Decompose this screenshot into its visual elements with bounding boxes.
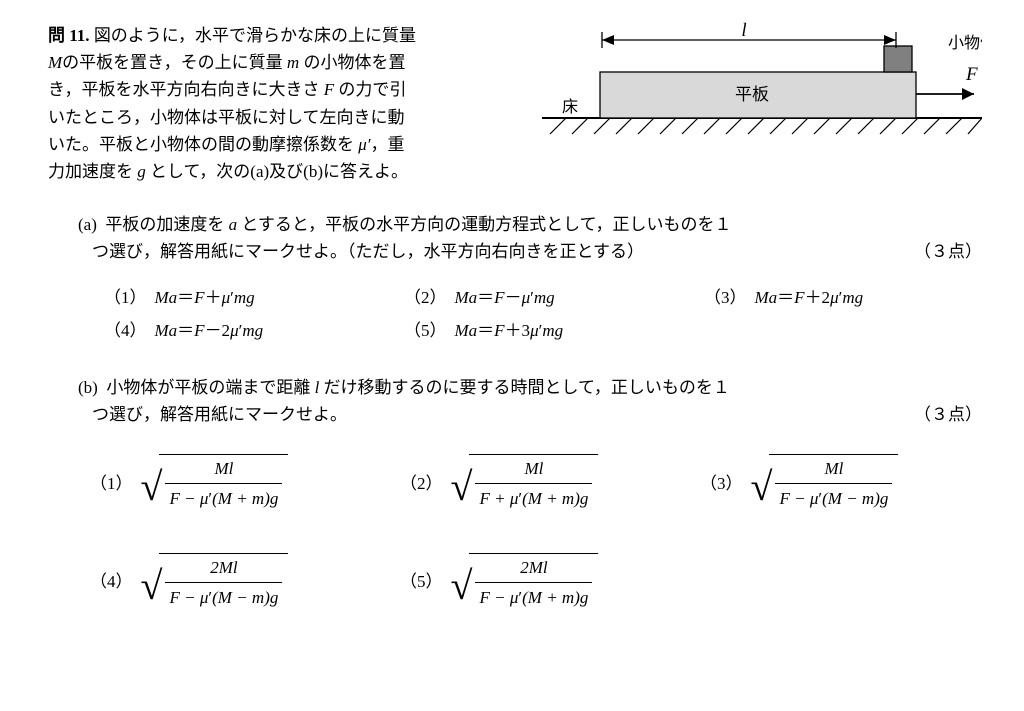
choice-b-1-eq: √ Ml F − μ′(M + m)g [141,454,289,512]
problem-statement: 問 11. 図のように，水平で滑らかな床の上に質量 Mの平板を置き，その上に質量… [48,22,532,185]
choice-b-5-eq: √ 2Ml F − μ′(M + m)g [451,553,599,611]
choice-b-5: （5） √ 2Ml F − μ′(M + m)g [400,553,700,611]
choice-a-4-num: （4） [104,317,147,344]
figure: l 小物体 F 平板 床 [542,22,982,150]
choice-b-4-eq: √ 2Ml F − μ′(M − m)g [141,553,289,611]
choice-b-2-num: （2） [400,470,443,497]
part-b-choices: （1） √ Ml F − μ′(M + m)g （2） √ Ml F + μ′(… [48,454,982,611]
choice-b-4-num: （4） [90,568,133,595]
choice-b-3: （3） √ Ml F − μ′(M − m)g [700,454,970,512]
problem-line-4: いた。平板と小物体の間の動摩擦係数を μ′，重 [48,135,405,154]
choice-a-3-eq: Ma＝F＋2μ′mg [755,284,864,311]
choice-a-4-eq: Ma＝F－2μ′mg [155,317,264,344]
choice-b-3-den: F − μ′(M − m)g [775,483,892,512]
part-a: (a) 平板の加速度を a とすると，平板の水平方向の運動方程式として，正しいも… [48,211,982,265]
choice-a-2: （2） Ma＝F－μ′mg [404,284,704,311]
figure-label-floor: 床 [562,98,578,116]
choice-b-5-den: F − μ′(M + m)g [475,582,592,611]
problem-line-1: Mの平板を置き，その上に質量 m の小物体を置 [48,53,405,72]
choice-b-1-den: F − μ′(M + m)g [165,483,282,512]
choice-b-2-eq: √ Ml F + μ′(M + m)g [451,454,599,512]
part-a-label: (a) [78,215,97,234]
choice-a-4: （4） Ma＝F－2μ′mg [104,317,404,344]
choice-b-2: （2） √ Ml F + μ′(M + m)g [400,454,700,512]
diagram-svg: l 小物体 F 平板 床 [542,22,982,142]
part-b-text-2: つ選び，解答用紙にマークせよ。 [78,405,347,424]
choice-b-2-den: F + μ′(M + m)g [475,483,592,512]
choice-b-1-numv: Ml [210,455,237,483]
choice-a-5-eq: Ma＝F＋3μ′mg [455,317,564,344]
choice-a-1-eq: Ma＝F＋μ′mg [155,284,255,311]
choice-a-2-eq: Ma＝F－μ′mg [455,284,555,311]
figure-label-force: F [965,64,978,85]
choice-b-4-numv: 2Ml [206,554,241,582]
problem-line-2: き，平板を水平方向右向きに大きさ F の力で引 [48,80,406,99]
figure-label-l: l [741,22,746,41]
page: 問 11. 図のように，水平で滑らかな床の上に質量 Mの平板を置き，その上に質量… [0,0,1024,711]
choice-b-4-den: F − μ′(M − m)g [165,582,282,611]
problem-line-3: いたところ，小物体は平板に対して左向きに動 [48,108,405,127]
choice-b-3-eq: √ Ml F − μ′(M − m)g [751,454,899,512]
figure-label-plate: 平板 [735,85,769,104]
problem-line-0: 図のように，水平で滑らかな床の上に質量 [94,26,416,45]
problem-header-row: 問 11. 図のように，水平で滑らかな床の上に質量 Mの平板を置き，その上に質量… [48,22,982,185]
choice-a-1-num: （1） [104,284,147,311]
part-a-text-2: つ選び，解答用紙にマークせよ。（ただし，水平方向右向きを正とする） [78,242,644,261]
part-a-points: （３点） [914,238,982,265]
choice-b-2-numv: Ml [520,455,547,483]
choice-b-3-num: （3） [700,470,743,497]
choice-a-3-num: （3） [704,284,747,311]
part-b-text-1: 小物体が平板の端まで距離 l だけ移動するのに要する時間として，正しいものを１ [102,378,730,397]
part-b-points: （３点） [914,401,982,428]
problem-label: 問 11. [48,26,90,45]
figure-label-small-body: 小物体 [948,34,982,52]
choice-b-5-num: （5） [400,568,443,595]
problem-line-5: 力加速度を g として，次の(a)及び(b)に答えよ。 [48,162,408,181]
part-b-label: (b) [78,378,98,397]
choice-a-2-num: （2） [404,284,447,311]
choice-b-1-num: （1） [90,470,133,497]
part-a-text-1: 平板の加速度を a とすると，平板の水平方向の運動方程式として，正しいものを１ [101,215,731,234]
part-a-choices: （1） Ma＝F＋μ′mg （2） Ma＝F－μ′mg （3） Ma＝F＋2μ′… [48,284,982,344]
choice-b-5-numv: 2Ml [516,554,551,582]
part-b: (b) 小物体が平板の端まで距離 l だけ移動するのに要する時間として，正しいも… [48,374,982,428]
choice-a-5: （5） Ma＝F＋3μ′mg [404,317,704,344]
choice-a-1: （1） Ma＝F＋μ′mg [104,284,404,311]
choice-a-5-num: （5） [404,317,447,344]
choice-b-3-numv: Ml [820,455,847,483]
choice-a-3: （3） Ma＝F＋2μ′mg [704,284,964,311]
choice-b-4: （4） √ 2Ml F − μ′(M − m)g [90,553,400,611]
choice-b-1: （1） √ Ml F − μ′(M + m)g [90,454,400,512]
